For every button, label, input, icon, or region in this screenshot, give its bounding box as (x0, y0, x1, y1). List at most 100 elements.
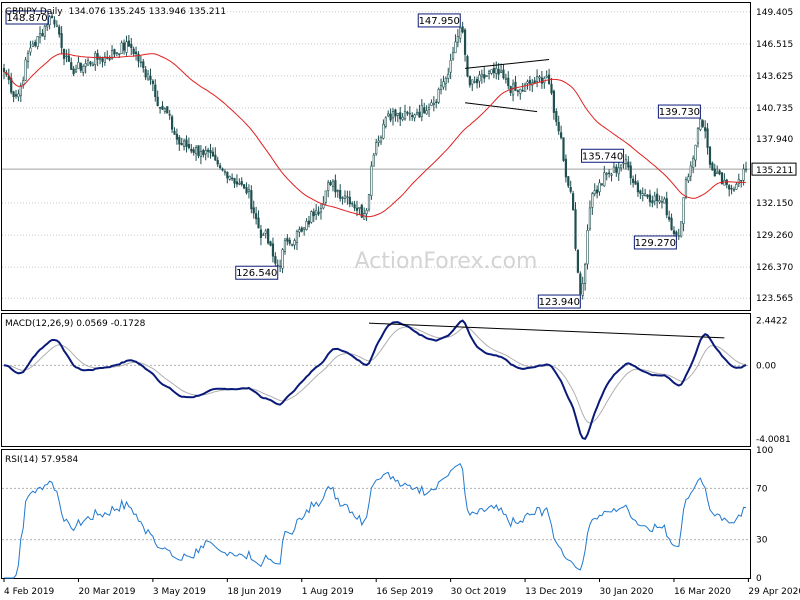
candle (490, 69, 493, 75)
svg-text:135.211: 135.211 (756, 166, 793, 176)
candle (624, 154, 628, 170)
candle (149, 68, 152, 85)
candle (142, 58, 145, 73)
candle (413, 113, 416, 122)
candle (605, 171, 608, 181)
candle (468, 75, 471, 88)
macd-tick-label: -4.0081 (756, 435, 791, 445)
candle (514, 75, 517, 91)
price-callout: 129.270 (633, 235, 677, 250)
candle (43, 24, 46, 40)
rsi-tick-label: 70 (756, 484, 768, 494)
candle (175, 128, 178, 145)
candle (348, 190, 351, 208)
candle (303, 227, 306, 236)
candle (214, 147, 217, 161)
price-tick-label: 149.405 (756, 8, 793, 18)
candle (552, 89, 555, 120)
candle (629, 161, 632, 185)
candle (432, 96, 435, 112)
candle (327, 179, 330, 198)
candle (319, 203, 323, 220)
candle (384, 116, 387, 129)
price-callout: 148.870 (5, 10, 49, 25)
candle (744, 161, 748, 173)
candle (243, 184, 246, 190)
candle (202, 148, 205, 158)
candle (403, 104, 407, 121)
price-callout: 135.740 (581, 148, 625, 163)
candle (584, 262, 587, 291)
candle (435, 98, 438, 109)
candle (315, 204, 318, 221)
price-axis: 149.405 146.515 143.625 140.735 137.940 135.2… (751, 8, 797, 304)
candle (98, 55, 102, 65)
candle (557, 115, 560, 135)
svg-text:129.270: 129.270 (635, 238, 676, 249)
candle (334, 174, 337, 198)
candle (480, 69, 483, 84)
candle (307, 216, 311, 228)
candle (531, 79, 534, 93)
candle (48, 15, 51, 30)
candle (134, 46, 138, 61)
date-tick-label: 30 Jan 2020 (600, 587, 654, 597)
candle (144, 66, 147, 81)
candle (627, 155, 630, 171)
candle (250, 185, 253, 214)
svg-text:148.870: 148.870 (6, 13, 47, 24)
candle (442, 75, 445, 90)
candle (740, 179, 743, 188)
candle (651, 195, 654, 208)
candle (86, 57, 90, 66)
candle (38, 26, 42, 44)
candle (204, 146, 207, 161)
candle (298, 226, 301, 238)
macd-tick-label: 0.00 (756, 361, 776, 371)
candle (509, 85, 512, 97)
candle (545, 70, 548, 79)
candle (125, 35, 128, 56)
candle (451, 46, 455, 61)
rsi-tick-label: 0 (756, 574, 762, 584)
candle (139, 55, 142, 68)
candle (598, 179, 601, 196)
candle (538, 74, 541, 82)
candle (363, 207, 366, 220)
candle (108, 55, 111, 62)
candle (79, 62, 82, 73)
date-tick-label: 3 May 2019 (153, 587, 206, 597)
candle (26, 50, 30, 69)
macd-lines (3, 319, 747, 440)
candle (182, 138, 186, 151)
macd-axis: 2.4422 0.00 -4.0081 (756, 317, 791, 445)
candle (120, 40, 123, 54)
macd-title: MACD(12,26,9) 0.0569 -0.1728 (5, 319, 146, 329)
candle (34, 39, 37, 48)
rsi-tick-label: 30 (756, 536, 768, 546)
candle (713, 163, 716, 177)
candle (271, 237, 275, 263)
candle (372, 152, 375, 167)
candle (415, 108, 419, 116)
price-callout: 126.540 (235, 265, 279, 280)
candle (579, 271, 582, 295)
candle (336, 189, 339, 198)
candle (240, 177, 243, 187)
candle (576, 249, 580, 274)
candle (461, 21, 464, 34)
price-title: GBPJPY Daily 134.076 135.245 133.946 135.… (5, 7, 226, 17)
candle (406, 110, 409, 116)
candle (89, 60, 92, 67)
candle (288, 237, 291, 246)
candle (473, 76, 476, 84)
candle (55, 20, 58, 28)
candle (187, 137, 190, 150)
date-tick-label: 1 Aug 2019 (302, 587, 354, 597)
candle (310, 210, 313, 224)
candle (192, 147, 195, 156)
rsi-grid (2, 487, 750, 541)
candle (389, 108, 392, 123)
candle (158, 107, 162, 114)
